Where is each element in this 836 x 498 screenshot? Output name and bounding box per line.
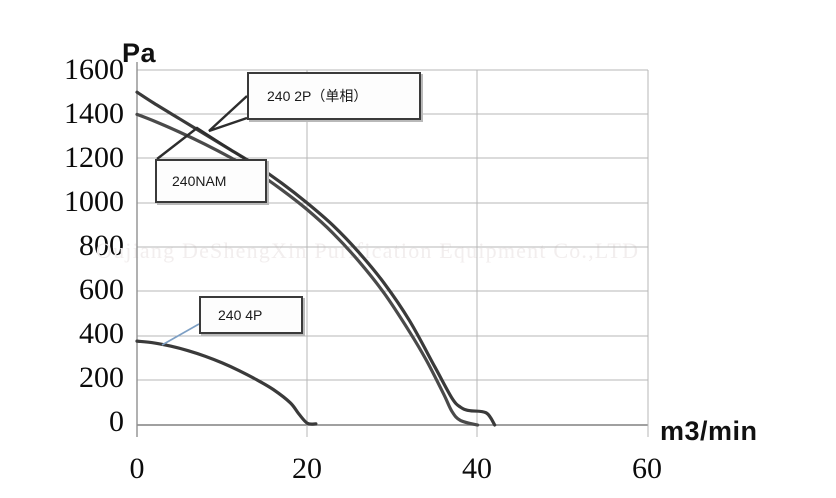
x-tick-label-0: 0 [129,452,145,485]
curve-240nam [135,112,480,427]
callout-240-2p-label: 240 2P（单相） [267,88,368,104]
callout-leader-lines [156,95,248,346]
y-tick-label-1600: 1600 [64,53,124,86]
callout-240nam-label: 240NAM [172,173,227,189]
x-tick-label-40: 40 [462,452,492,485]
y-tick-label-1200: 1200 [64,141,124,174]
y-tick-label-1400: 1400 [64,97,124,130]
x-tick-label-60: 60 [632,452,662,485]
x-axis-title: m3/min [660,416,758,446]
y-tick-label-1000: 1000 [64,185,124,218]
y-tick-label-200: 200 [79,361,124,394]
curve-240-2p [135,90,497,427]
y-tick-label-600: 600 [79,273,124,306]
y-tick-label-400: 400 [79,317,124,350]
callout-240nam[interactable]: 240NAM [155,159,267,203]
callout-240-4p[interactable]: 240 4P [199,296,303,334]
y-tick-label-800: 800 [79,229,124,262]
callout-240-2p[interactable]: 240 2P（单相） [247,72,421,120]
callout-240-4p-label: 240 4P [218,307,263,323]
data-curves [135,90,497,427]
y-tick-label-0: 0 [109,405,124,438]
y-axis-title: Pa [122,38,157,68]
x-tick-label-20: 20 [292,452,322,485]
curve-240-4p [135,339,318,426]
